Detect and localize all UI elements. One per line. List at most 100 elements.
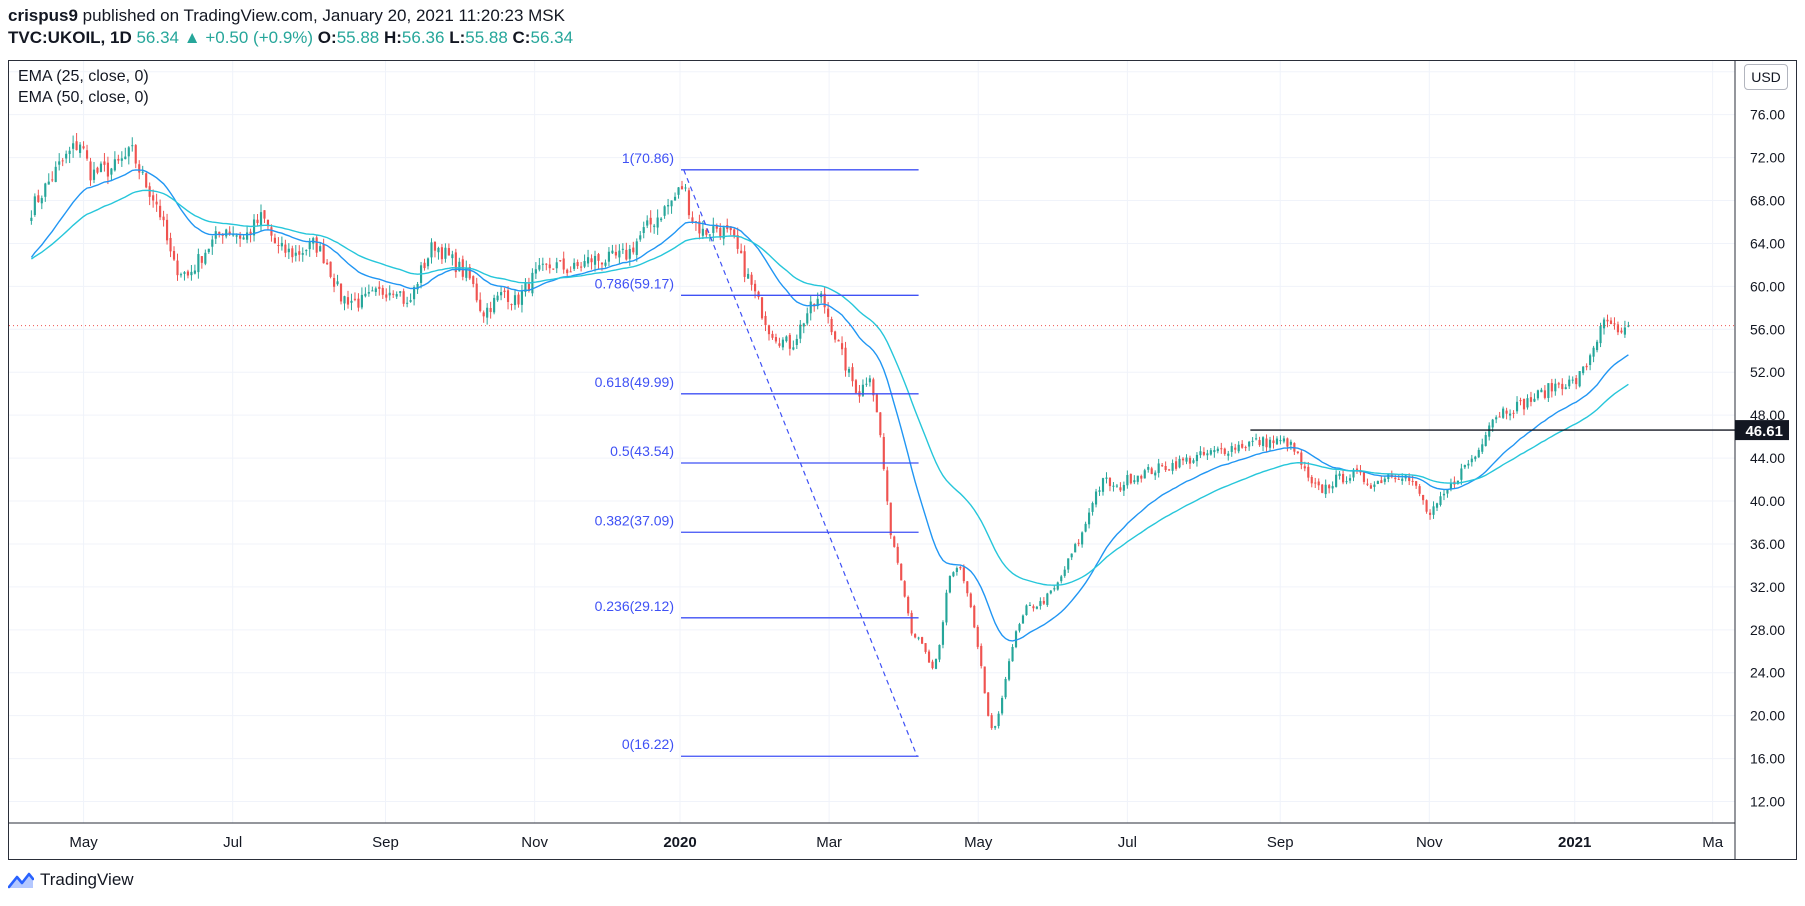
candle-body bbox=[562, 258, 565, 270]
candle-body bbox=[934, 659, 938, 669]
candle-body bbox=[795, 338, 798, 346]
candle-body bbox=[1390, 473, 1393, 478]
candle-body bbox=[510, 304, 513, 306]
candle-body bbox=[660, 218, 663, 221]
candle-body bbox=[691, 217, 694, 222]
x-tick-label: Nov bbox=[1416, 834, 1443, 851]
candle-body bbox=[583, 261, 586, 267]
candle-body bbox=[1585, 365, 1588, 368]
candle-body bbox=[1300, 452, 1303, 465]
candle-body bbox=[733, 229, 736, 237]
candle-body bbox=[534, 269, 537, 274]
candle-body bbox=[124, 156, 127, 160]
candle-body bbox=[1136, 475, 1139, 482]
candle-body bbox=[778, 343, 781, 346]
candle-body bbox=[68, 150, 71, 155]
candle-body bbox=[371, 290, 374, 292]
candle-body bbox=[96, 167, 99, 173]
candle-body bbox=[854, 380, 858, 393]
tradingview-logo-icon bbox=[8, 872, 34, 889]
x-tick-label: Sep bbox=[372, 834, 399, 851]
candle-body bbox=[750, 274, 753, 285]
x-tick-label: Mar bbox=[816, 834, 842, 851]
candle-body bbox=[1460, 468, 1463, 480]
candle-body bbox=[134, 145, 137, 164]
candle-body bbox=[37, 195, 40, 203]
x-tick-label: Jul bbox=[223, 834, 242, 851]
candle-body bbox=[698, 221, 701, 234]
candle-body bbox=[141, 171, 144, 173]
candle-body bbox=[256, 219, 259, 224]
candle-body bbox=[179, 274, 183, 276]
candle-body bbox=[1168, 469, 1171, 471]
candle-body bbox=[1543, 390, 1546, 398]
candle-body bbox=[1616, 324, 1620, 333]
candle-body bbox=[1342, 473, 1345, 483]
candle-body bbox=[416, 284, 419, 290]
legend-ema-25[interactable]: EMA (25, close, 0) bbox=[18, 68, 149, 85]
candle-body bbox=[1498, 416, 1501, 418]
candle-body bbox=[597, 254, 600, 261]
candle-body bbox=[994, 726, 997, 728]
candle-body bbox=[1067, 558, 1070, 570]
candle-body bbox=[1098, 490, 1101, 492]
y-tick-label: 20.00 bbox=[1750, 708, 1785, 724]
candle-body bbox=[760, 297, 764, 319]
candle-body bbox=[1261, 437, 1265, 447]
candle-body bbox=[1463, 465, 1466, 468]
y-tick-label: 24.00 bbox=[1750, 665, 1785, 681]
candle-body bbox=[1282, 438, 1286, 442]
x-tick-label: 2021 bbox=[1558, 834, 1591, 851]
fib-level-label: 0.236(29.12) bbox=[595, 598, 674, 614]
candle-body bbox=[628, 248, 631, 259]
level-price-label: 46.61 bbox=[1745, 423, 1783, 440]
candle-body bbox=[486, 307, 489, 318]
candle-body bbox=[1578, 371, 1581, 387]
candle-body bbox=[1251, 440, 1254, 442]
y-tick-label: 68.00 bbox=[1750, 193, 1785, 209]
candle-body bbox=[1373, 484, 1376, 487]
candle-body bbox=[65, 153, 68, 159]
candle-body bbox=[1122, 484, 1125, 491]
legend-ema-50[interactable]: EMA (50, close, 0) bbox=[18, 89, 149, 106]
candle-body bbox=[465, 268, 468, 278]
candle-body bbox=[1589, 355, 1592, 365]
candle-body bbox=[204, 252, 207, 264]
candle-body bbox=[586, 257, 590, 264]
candle-body bbox=[1206, 453, 1209, 456]
candle-body bbox=[687, 190, 691, 216]
candle-body bbox=[1248, 441, 1251, 447]
currency-badge[interactable]: USD bbox=[1744, 64, 1788, 90]
candle-body bbox=[1321, 484, 1324, 493]
candle-body bbox=[767, 325, 771, 335]
candle-body bbox=[639, 235, 642, 240]
x-tick-label: 2020 bbox=[663, 834, 696, 851]
candle-body bbox=[1470, 458, 1473, 463]
candle-body bbox=[712, 226, 715, 233]
candle-body bbox=[573, 262, 576, 269]
candle-body bbox=[79, 144, 82, 153]
candle-body bbox=[802, 323, 805, 327]
candle-body bbox=[1060, 576, 1063, 582]
footer-brand[interactable]: TradingView bbox=[8, 870, 134, 890]
candle-body bbox=[1185, 457, 1188, 462]
candle-body bbox=[948, 576, 951, 593]
candle-body bbox=[148, 186, 151, 197]
candle-body bbox=[218, 231, 221, 234]
candle-body bbox=[646, 220, 649, 226]
candle-body bbox=[1174, 461, 1178, 469]
candle-body bbox=[1088, 512, 1091, 525]
plot-area bbox=[9, 133, 1735, 730]
candle-body bbox=[479, 299, 482, 311]
candle-body bbox=[451, 254, 454, 259]
candle-body bbox=[200, 256, 203, 263]
y-tick-label: 52.00 bbox=[1750, 364, 1785, 380]
y-tick-label: 72.00 bbox=[1750, 150, 1785, 166]
candle-body bbox=[207, 248, 210, 253]
author-name[interactable]: crispus9 bbox=[8, 6, 78, 25]
candle-body bbox=[806, 313, 809, 324]
candle-body bbox=[1035, 606, 1038, 609]
candle-body bbox=[1049, 590, 1052, 594]
candle-body bbox=[910, 612, 913, 634]
